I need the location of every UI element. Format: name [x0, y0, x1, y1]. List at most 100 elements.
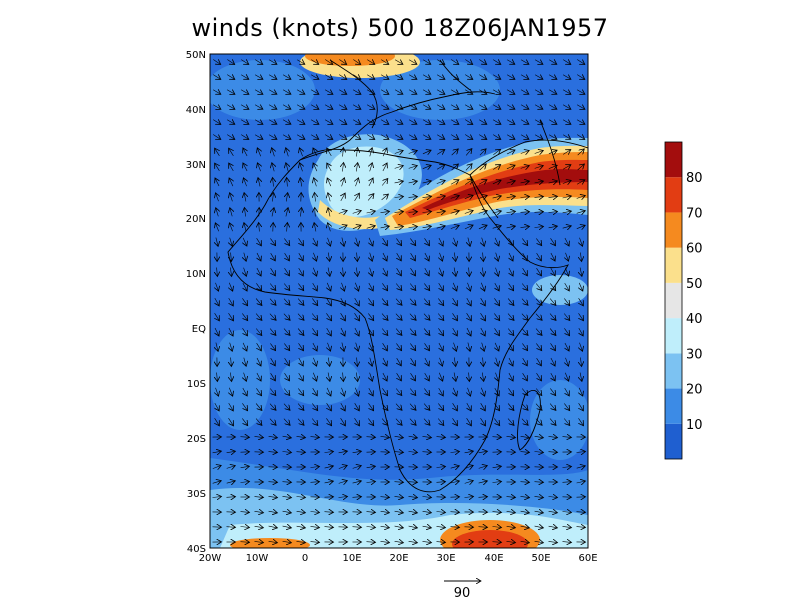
wind-vector: [381, 179, 388, 186]
wind-vector: [508, 283, 513, 290]
wind-vector: [423, 60, 431, 65]
wind-vector: [424, 388, 429, 395]
wind-vector: [394, 105, 403, 109]
wind-vector: [548, 541, 558, 542]
wind-vector: [254, 120, 263, 125]
wind-vector: [450, 180, 459, 184]
wind-vector: [422, 226, 432, 227]
wind-vector: [216, 342, 218, 352]
wind-vector: [215, 178, 219, 187]
wind-vector: [579, 282, 583, 291]
wind-vector: [339, 90, 347, 95]
wind-vector: [576, 120, 585, 125]
wind-vector: [548, 226, 558, 228]
wind-vector: [352, 466, 362, 469]
wind-vector: [577, 60, 585, 65]
wind-vector: [299, 372, 304, 381]
wind-vector: [227, 135, 235, 140]
wind-vector: [436, 105, 445, 110]
colorbar-label: 50: [686, 277, 703, 292]
wind-vector: [268, 541, 278, 542]
wind-vector: [437, 60, 445, 65]
wind-vector: [549, 313, 556, 321]
wind-vector: [534, 151, 544, 154]
lat-label: 30N: [186, 160, 206, 171]
wind-vector: [453, 313, 458, 320]
wind-vector: [324, 452, 334, 453]
wind-vector: [268, 90, 277, 94]
lon-label: 30E: [436, 553, 455, 564]
wind-vector: [369, 328, 374, 335]
wind-vector: [287, 178, 288, 187]
wind-vector: [482, 342, 485, 352]
wind-vector: [215, 148, 220, 156]
wind-vector: [440, 252, 443, 261]
wind-vector: [548, 135, 557, 140]
wind-vector: [492, 196, 502, 198]
wind-vector: [521, 313, 528, 321]
wind-vector: [479, 149, 486, 156]
wind-vector: [481, 298, 486, 306]
wind-vector: [469, 267, 470, 277]
wind-vector: [258, 178, 260, 187]
wind-vector: [423, 298, 430, 306]
wind-vector: [369, 178, 373, 187]
wind-vector: [506, 497, 516, 498]
wind-vector: [271, 253, 276, 261]
wind-vector: [229, 148, 234, 156]
wind-vector: [520, 452, 530, 453]
wind-vector: [479, 164, 487, 171]
wind-vector: [383, 148, 387, 157]
wind-vector: [478, 527, 488, 528]
wind-vector: [534, 436, 544, 437]
wind-vector: [422, 150, 431, 154]
wind-vector: [282, 496, 292, 497]
wind-vector: [580, 357, 581, 367]
wind-vector: [282, 541, 292, 542]
wind-vector: [468, 282, 471, 291]
wind-vector: [534, 181, 544, 183]
wind-vector: [481, 282, 484, 291]
wind-vector: [394, 452, 404, 453]
wind-vector: [520, 226, 530, 227]
wind-vector: [436, 75, 445, 80]
wind-vector: [313, 163, 317, 172]
wind-vector: [408, 120, 417, 124]
wind-vector: [467, 297, 471, 306]
wind-vector: [551, 372, 555, 381]
wind-vector: [563, 135, 571, 140]
wind-vector: [523, 268, 528, 276]
wind-vector: [438, 328, 443, 335]
wind-vector: [254, 497, 264, 498]
wind-vector: [310, 512, 320, 513]
wind-vector: [240, 512, 250, 513]
wind-vector: [383, 343, 388, 351]
wind-vector: [213, 60, 220, 65]
wind-vector: [243, 237, 247, 246]
colorbar-label: 30: [686, 347, 703, 362]
wind-vector: [282, 75, 291, 80]
wind-vector: [341, 327, 345, 336]
wind-vector: [381, 403, 388, 411]
colorbar-swatch: [665, 142, 682, 178]
wind-vector: [454, 372, 456, 382]
wind-vector: [523, 253, 528, 261]
wind-vector: [394, 526, 404, 528]
wind-vector: [465, 90, 473, 95]
wind-vector: [366, 90, 375, 95]
wind-vector: [439, 372, 442, 381]
wind-vector: [282, 90, 291, 94]
wind-vector: [328, 372, 330, 382]
wind-vector: [506, 165, 515, 169]
wind-vector: [227, 60, 234, 65]
wind-vector: [495, 342, 499, 351]
wind-vector: [523, 373, 528, 381]
wind-vector: [495, 237, 499, 246]
wind-vector: [328, 252, 329, 262]
wind-vector: [453, 282, 457, 291]
wind-vector: [562, 180, 571, 183]
wind-vector: [328, 237, 331, 246]
wind-vector: [356, 267, 357, 277]
wind-vector: [268, 105, 277, 109]
wind-vector: [227, 120, 235, 125]
